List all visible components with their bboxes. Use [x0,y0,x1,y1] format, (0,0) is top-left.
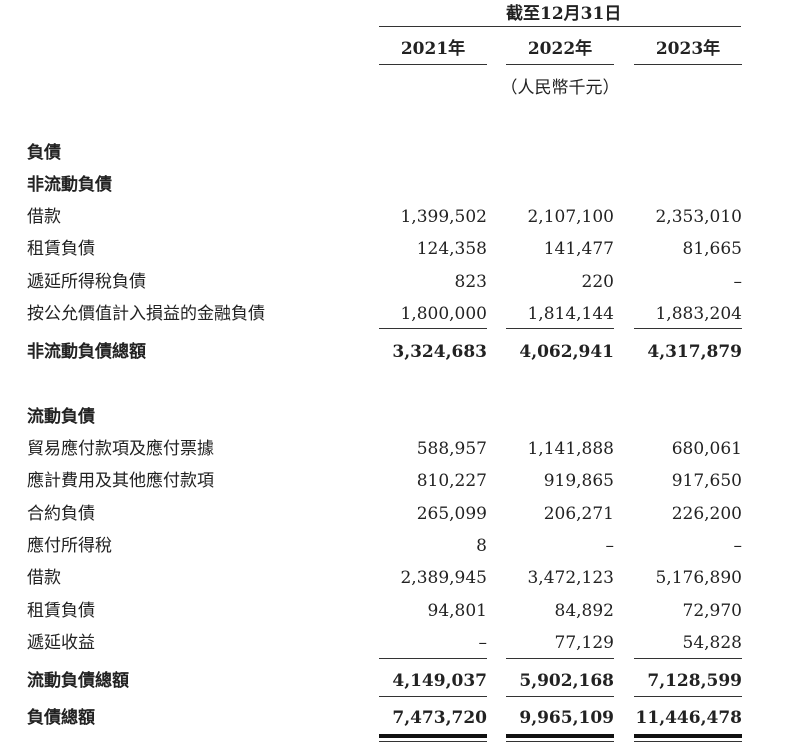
cell-value: 2,389,945 [400,568,487,589]
non-current-total-label: 非流動負債總額 [27,342,146,362]
row-label: 貿易應付款項及應付票據 [27,439,214,459]
cell-value: 94,801 [427,600,487,621]
divider [634,658,742,659]
cell-value: 124,358 [416,239,487,260]
divider [506,734,614,738]
divider [634,328,742,329]
cell-value: 823 [454,271,487,292]
cell-value: 917,650 [671,471,742,492]
cell-value: – [733,535,743,556]
cell-value: 54,828 [682,632,742,653]
non-current-total-value: 4,317,879 [647,342,742,362]
cell-value: 1,800,000 [400,303,487,324]
current-total-value: 5,902,168 [519,671,614,691]
divider [379,734,487,738]
cell-value: 1,141,888 [527,439,614,459]
section-title: 負債 [27,143,61,163]
row-label: 租賃負債 [27,239,95,260]
row-label: 應付所得稅 [27,535,112,556]
cell-value: 5,176,890 [655,568,742,589]
cell-value: 1,814,144 [527,303,614,324]
cell-value: 919,865 [543,471,614,492]
current-total-value: 4,149,037 [392,671,487,691]
cell-value: 810,227 [416,471,487,492]
row-label: 遞延所得稅負債 [27,271,146,292]
divider [634,734,742,738]
current-title: 流動負債 [27,407,95,427]
cell-value: 8 [476,535,487,556]
cell-value: 588,957 [416,439,487,459]
cell-value: 3,472,123 [527,568,614,589]
cell-value: 141,477 [543,239,614,260]
divider [634,64,742,65]
grand-total-label: 負債總額 [27,708,95,728]
divider [379,658,487,659]
non-current-total-value: 3,324,683 [392,342,487,362]
row-label: 應計費用及其他應付款項 [27,471,214,492]
unit-label: （人民幣千元） [500,78,620,98]
year-2022: 2022年 [527,39,593,59]
non-current-title: 非流動負債 [27,175,112,195]
row-label: 借款 [27,568,61,589]
row-label: 借款 [27,207,61,227]
cell-value: 265,099 [416,503,487,524]
divider [506,328,614,329]
row-label: 按公允價值計入損益的金融負債 [27,303,265,324]
cell-value: 81,665 [682,239,742,260]
cell-value: 84,892 [554,600,614,621]
divider [634,696,742,697]
current-total-label: 流動負債總額 [27,671,129,691]
divider [379,696,487,697]
row-label: 合約負債 [27,503,95,524]
cell-value: 2,107,100 [527,207,614,227]
non-current-total-value: 4,062,941 [519,342,614,362]
cell-value: – [478,632,488,653]
cell-value: 1,399,502 [400,207,487,227]
cell-value: 220 [581,271,614,292]
cell-value: 77,129 [554,632,614,653]
divider [506,741,614,742]
cell-value: 680,061 [671,439,742,459]
grand-total-value: 9,965,109 [519,708,614,728]
divider [506,658,614,659]
divider [379,26,741,27]
divider [379,64,487,65]
cell-value: 1,883,204 [655,303,742,324]
divider [379,328,487,329]
year-2023: 2023年 [655,39,721,59]
period-header: 截至12月31日 [506,4,622,24]
current-total-value: 7,128,599 [647,671,742,691]
cell-value: 226,200 [671,503,742,524]
divider [506,64,614,65]
cell-value: – [605,535,615,556]
cell-value: – [733,271,743,292]
row-label: 遞延收益 [27,632,95,653]
divider [506,696,614,697]
grand-total-value: 11,446,478 [635,708,742,728]
cell-value: 72,970 [682,600,742,621]
grand-total-value: 7,473,720 [392,708,487,728]
year-2021: 2021年 [400,39,466,59]
cell-value: 206,271 [543,503,614,524]
row-label: 租賃負債 [27,600,95,621]
divider [634,741,742,742]
cell-value: 2,353,010 [655,207,742,227]
divider [379,741,487,742]
